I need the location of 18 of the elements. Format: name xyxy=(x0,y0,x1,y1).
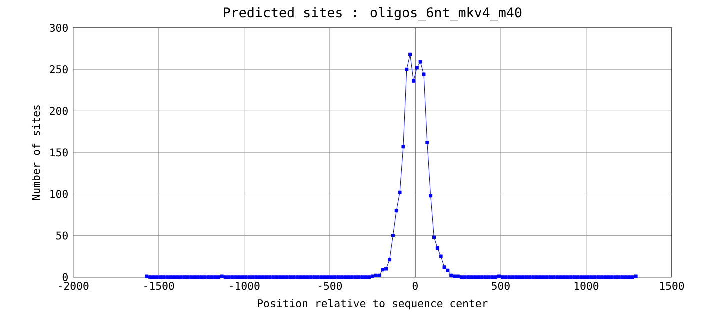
x-tick-label: -1500 xyxy=(144,282,174,290)
y-tick-label: 300 xyxy=(50,24,68,32)
chart-title: Predicted sites : oligos_6nt_mkv4_m40 xyxy=(224,7,522,21)
y-tick-label: 0 xyxy=(62,273,68,282)
x-tick-label: 0 xyxy=(412,282,418,290)
x-tick-label: 1000 xyxy=(574,282,599,290)
y-axis-title: Number of sites xyxy=(32,106,40,200)
y-tick-label: 150 xyxy=(50,148,68,157)
y-tick-label: 250 xyxy=(50,66,68,74)
x-tick-label: -1000 xyxy=(230,282,260,290)
y-tick-label: 100 xyxy=(50,190,68,198)
x-tick-label: 500 xyxy=(492,282,510,290)
x-tick-label: -500 xyxy=(318,282,342,290)
y-tick-label: 50 xyxy=(56,232,68,240)
y-tick-label: 200 xyxy=(50,107,68,116)
x-tick-label: -2000 xyxy=(59,282,89,290)
x-axis-title: Position relative to sequence center xyxy=(258,299,488,310)
x-tick-label: 1500 xyxy=(660,282,684,290)
